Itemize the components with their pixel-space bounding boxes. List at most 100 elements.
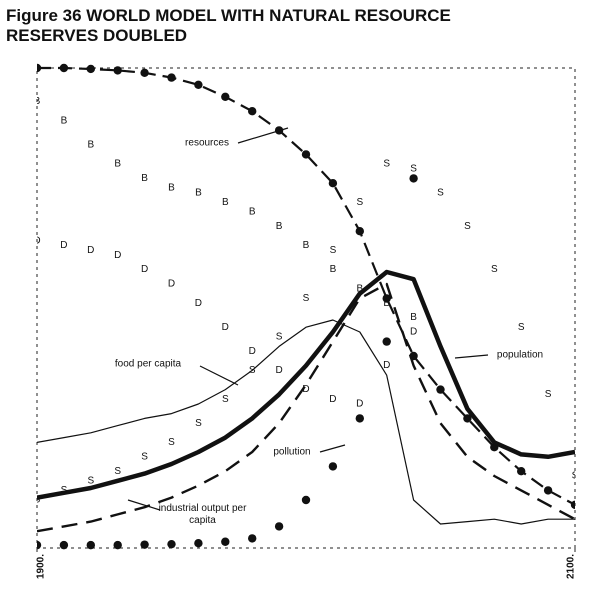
series-dot bbox=[274, 522, 284, 531]
series-dot bbox=[194, 80, 203, 90]
series-dot bbox=[59, 540, 69, 550]
letter-marker: D bbox=[329, 394, 336, 405]
letter-marker: S bbox=[276, 331, 283, 342]
letter-marker: B bbox=[249, 207, 256, 218]
series-dot bbox=[59, 63, 69, 73]
series-label: population bbox=[497, 350, 543, 361]
letter-marker: D bbox=[195, 298, 202, 309]
letter-marker: B bbox=[356, 283, 363, 294]
letter-marker: S bbox=[87, 475, 94, 486]
series-line bbox=[37, 269, 575, 500]
series-dot bbox=[382, 294, 391, 303]
label-arrow bbox=[237, 127, 289, 144]
x-tick-label: 1900. bbox=[36, 554, 47, 579]
letter-marker: S bbox=[34, 495, 41, 506]
series-dot bbox=[463, 414, 472, 423]
letter-marker: D bbox=[222, 322, 229, 333]
series-line bbox=[37, 282, 575, 533]
letter-marker: B bbox=[87, 139, 94, 150]
label-arrow bbox=[199, 365, 239, 386]
letter-marker: S bbox=[491, 264, 498, 275]
letter-marker: D bbox=[383, 360, 390, 371]
letter-marker: B bbox=[61, 115, 68, 126]
letter-marker: B bbox=[168, 183, 175, 194]
series-dot bbox=[301, 495, 311, 505]
letter-marker: S bbox=[572, 471, 579, 482]
series-line bbox=[37, 319, 575, 525]
chart-title: Figure 36 WORLD MODEL WITH NATURAL RESOU… bbox=[6, 6, 451, 45]
letter-marker: D bbox=[356, 399, 363, 410]
letter-marker: S bbox=[545, 389, 552, 400]
series-dot bbox=[382, 337, 391, 346]
letter-marker: B bbox=[195, 187, 202, 198]
plot-frame bbox=[36, 67, 576, 549]
series-line bbox=[37, 66, 575, 506]
series-dot bbox=[221, 537, 230, 546]
series-dot bbox=[328, 462, 338, 471]
letter-marker: S bbox=[195, 418, 202, 429]
series-dot bbox=[221, 92, 230, 102]
series-dot bbox=[355, 227, 364, 236]
letter-marker: S bbox=[518, 322, 525, 333]
letter-marker: B bbox=[222, 197, 229, 208]
letter-marker: S bbox=[437, 187, 444, 198]
series-dot bbox=[543, 486, 553, 495]
letter-marker: S bbox=[141, 451, 148, 462]
letter-marker: S bbox=[114, 466, 121, 477]
letter-marker: B bbox=[34, 96, 41, 107]
series-dot bbox=[194, 539, 203, 548]
letter-marker: B bbox=[410, 312, 417, 323]
letter-marker: D bbox=[275, 365, 282, 376]
letter-marker: B bbox=[303, 240, 310, 251]
letter-marker: D bbox=[87, 245, 94, 256]
letter-marker: S bbox=[356, 197, 363, 208]
series-dot bbox=[37, 540, 42, 550]
x-tick-label: 2100. bbox=[566, 554, 577, 579]
letter-marker: D bbox=[249, 346, 256, 357]
series-dot bbox=[248, 534, 257, 543]
series-dot bbox=[140, 540, 149, 549]
label-arrow bbox=[454, 354, 489, 359]
series-dot bbox=[140, 68, 149, 78]
series-label: industrial output per capita bbox=[158, 503, 247, 526]
series-label: pollution bbox=[273, 447, 310, 458]
series-dot bbox=[570, 500, 575, 509]
letter-marker: S bbox=[464, 221, 471, 232]
letter-marker: S bbox=[330, 245, 337, 256]
letter-marker: B bbox=[276, 221, 283, 232]
letter-marker: B bbox=[383, 298, 390, 309]
letter-marker: S bbox=[249, 365, 256, 376]
letter-marker: S bbox=[222, 394, 229, 405]
letter-marker: D bbox=[60, 240, 67, 251]
letter-marker: D bbox=[410, 327, 417, 338]
letter-marker: S bbox=[410, 163, 417, 174]
series-label: food per capita bbox=[115, 359, 182, 370]
series-dot bbox=[436, 385, 445, 394]
letter-marker: D bbox=[114, 250, 121, 261]
letter-marker: D bbox=[168, 279, 175, 290]
series-dot bbox=[167, 539, 176, 549]
label-arrow bbox=[319, 444, 346, 453]
letter-marker: D bbox=[302, 384, 309, 395]
letter-marker: B bbox=[114, 159, 121, 170]
series-dot bbox=[86, 540, 96, 550]
series-dot bbox=[355, 414, 364, 423]
label-arrow bbox=[127, 499, 161, 511]
letter-marker: D bbox=[141, 264, 148, 275]
letter-marker: D bbox=[33, 235, 40, 246]
letter-marker: S bbox=[61, 485, 68, 496]
series-dot bbox=[301, 150, 311, 159]
letter-marker: B bbox=[141, 173, 148, 184]
letter-marker: S bbox=[383, 159, 390, 170]
letter-marker: S bbox=[168, 437, 175, 448]
letter-marker: S bbox=[303, 293, 310, 304]
series-dot bbox=[113, 66, 122, 75]
series-dot bbox=[37, 63, 42, 73]
series-dot bbox=[113, 540, 122, 550]
series-dot bbox=[86, 64, 96, 74]
series-dot bbox=[517, 467, 526, 476]
series-dot bbox=[167, 73, 176, 82]
